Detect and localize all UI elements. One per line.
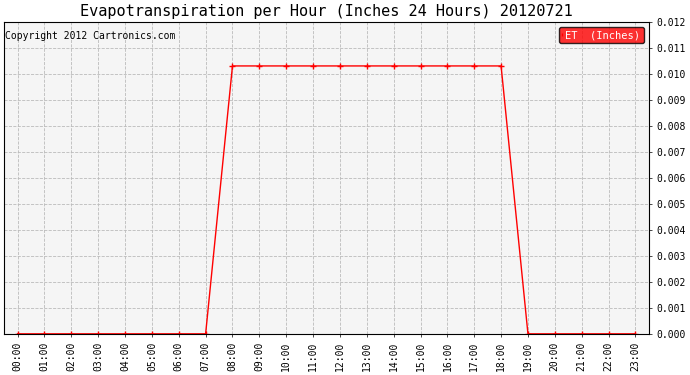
Title: Evapotranspiration per Hour (Inches 24 Hours) 20120721: Evapotranspiration per Hour (Inches 24 H… bbox=[80, 4, 573, 19]
Text: Copyright 2012 Cartronics.com: Copyright 2012 Cartronics.com bbox=[6, 31, 176, 41]
Legend: ET  (Inches): ET (Inches) bbox=[559, 27, 644, 43]
